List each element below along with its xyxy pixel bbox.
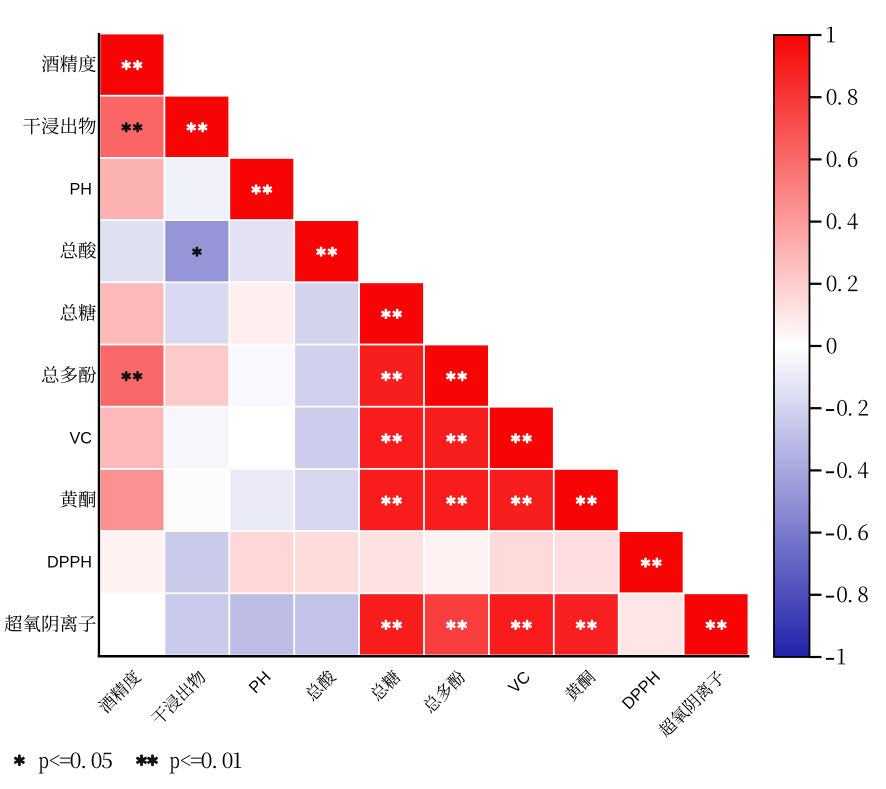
svg-text:PH: PH <box>70 181 93 199</box>
svg-text:VC: VC <box>70 429 93 447</box>
svg-text:DPPH: DPPH <box>47 554 92 572</box>
